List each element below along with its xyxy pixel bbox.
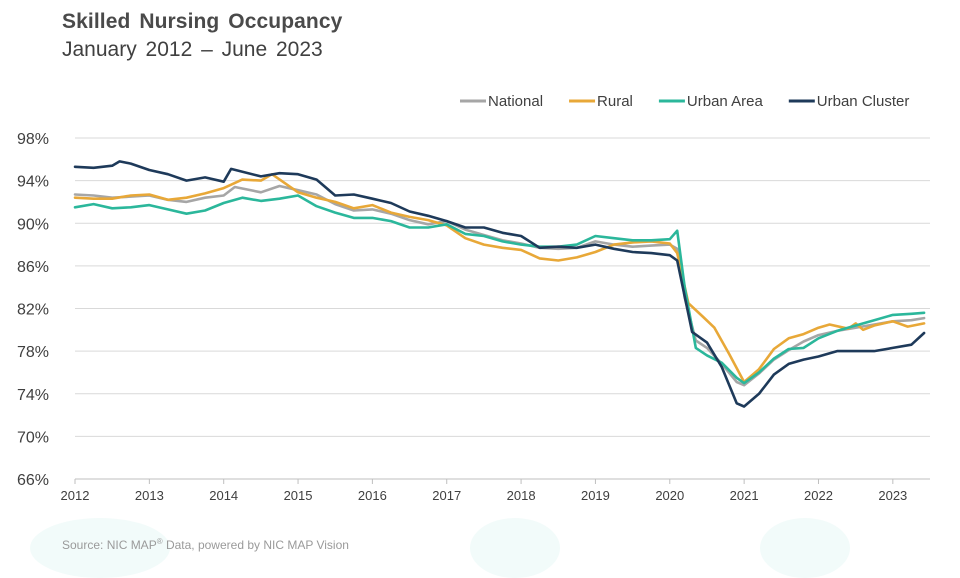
registered-mark: ®: [156, 537, 163, 546]
x-tick-label: 2014: [209, 488, 238, 503]
x-tick-label: 2022: [804, 488, 833, 503]
legend-label-urban-area: Urban Area: [687, 93, 764, 110]
series-line-rural: [73, 172, 926, 384]
x-tick-label: 2018: [507, 488, 536, 503]
chart-subtitle: January 2012 – June 2023: [62, 38, 323, 61]
x-tick-label: 2019: [581, 488, 610, 503]
y-tick-label: 90%: [17, 216, 49, 233]
series-line-urban-cluster: [73, 160, 926, 408]
y-tick-label: 82%: [17, 302, 49, 319]
legend-label-urban-cluster: Urban Cluster: [817, 93, 910, 110]
x-tick-label: 2016: [358, 488, 387, 503]
x-tick-label: 2023: [878, 488, 907, 503]
source-suffix: Data, powered by NIC MAP Vision: [162, 538, 349, 552]
x-tick-label: 2021: [730, 488, 759, 503]
x-tick-label: 2015: [284, 488, 313, 503]
source-note: Source: NIC MAP® Data, powered by NIC MA…: [62, 537, 349, 552]
source-prefix: Source: NIC MAP: [62, 538, 157, 552]
line-chart: 98% 94% 90% 86% 82% 78% 74% 70% 66% 2012 2013 2014 2…: [17, 93, 930, 503]
x-tick-label: 2013: [135, 488, 164, 503]
x-tick-label: 2017: [432, 488, 461, 503]
legend-label-national: National: [488, 93, 543, 110]
y-tick-label: 66%: [17, 472, 49, 489]
x-tick-label: 2012: [61, 488, 90, 503]
x-tick-label: 2020: [655, 488, 684, 503]
y-tick-label: 78%: [17, 344, 49, 361]
legend-label-rural: Rural: [597, 93, 633, 110]
y-tick-label: 94%: [17, 174, 49, 191]
series-line-national: [73, 184, 926, 387]
y-tick-label: 86%: [17, 259, 49, 276]
chart-title: Skilled Nursing Occupancy: [62, 10, 343, 33]
y-tick-label: 70%: [17, 429, 49, 446]
y-tick-label: 98%: [17, 131, 49, 148]
y-tick-label: 74%: [17, 387, 49, 404]
